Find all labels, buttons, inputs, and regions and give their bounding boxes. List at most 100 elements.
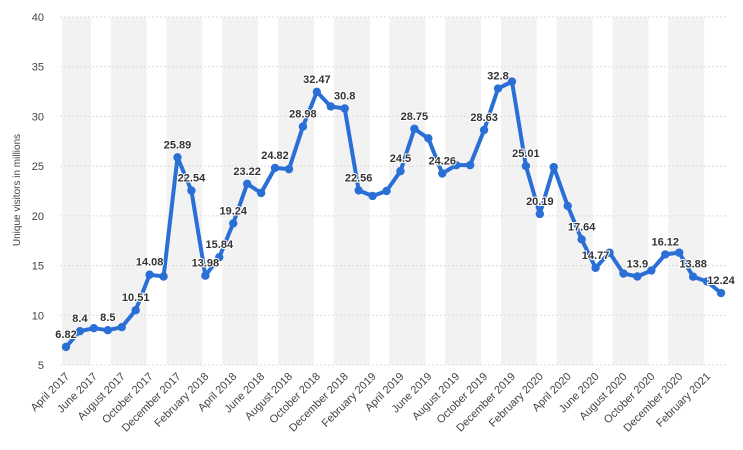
data-label: 32.8 bbox=[487, 71, 508, 83]
y-tick-label: 15 bbox=[32, 261, 44, 273]
data-point bbox=[131, 306, 140, 315]
y-tick-label: 40 bbox=[32, 12, 44, 24]
data-point bbox=[354, 186, 363, 195]
data-point bbox=[521, 161, 531, 171]
data-label: 8.5 bbox=[100, 312, 115, 324]
data-point bbox=[452, 160, 461, 170]
data-point bbox=[465, 160, 475, 170]
data-point bbox=[396, 166, 405, 176]
y-axis-label: Unique visitors in millions bbox=[12, 134, 23, 246]
data-label: 32.47 bbox=[303, 74, 331, 86]
data-point bbox=[117, 323, 126, 332]
data-point bbox=[563, 201, 572, 211]
data-point bbox=[187, 186, 196, 195]
data-point bbox=[173, 153, 182, 162]
data-label: 28.63 bbox=[470, 112, 498, 124]
data-label: 24.82 bbox=[261, 150, 289, 162]
background-band bbox=[445, 17, 482, 365]
background-band bbox=[389, 17, 426, 365]
data-label: 12.24 bbox=[707, 275, 735, 287]
data-label: 20.19 bbox=[526, 196, 554, 208]
y-tick-label: 5 bbox=[38, 360, 44, 372]
data-label: 30.8 bbox=[334, 90, 355, 102]
data-point bbox=[312, 87, 322, 97]
data-label: 24.5 bbox=[390, 153, 411, 165]
data-point bbox=[215, 253, 224, 262]
y-tick-label: 35 bbox=[32, 62, 44, 74]
data-point bbox=[382, 186, 391, 196]
background-band bbox=[110, 17, 147, 365]
data-point bbox=[270, 163, 280, 173]
data-label: 13.9 bbox=[627, 259, 648, 271]
data-labels: 6.82 8.4 8.5 10.51 14.08 25.89 22.54 13.98 15.84… bbox=[54, 70, 736, 342]
background-band bbox=[222, 17, 259, 365]
data-label: 14.08 bbox=[136, 257, 164, 269]
data-point bbox=[256, 188, 266, 198]
data-point bbox=[647, 266, 656, 275]
background-band bbox=[278, 17, 314, 365]
data-point bbox=[201, 271, 210, 280]
data-point bbox=[159, 272, 168, 281]
y-tick-label: 10 bbox=[32, 310, 44, 322]
data-label: 25.01 bbox=[512, 148, 540, 160]
data-point bbox=[661, 250, 670, 259]
data-label: 19.24 bbox=[219, 205, 247, 217]
data-point bbox=[549, 162, 558, 172]
data-label: 25.89 bbox=[164, 139, 192, 151]
data-label: 15.84 bbox=[206, 239, 234, 251]
data-label: 28.98 bbox=[289, 109, 317, 121]
data-point bbox=[410, 124, 419, 134]
data-label: 23.22 bbox=[233, 166, 261, 178]
data-point bbox=[605, 248, 614, 257]
y-axis-ticks: 5 10 15 20 25 30 35 40 bbox=[32, 12, 44, 372]
data-point bbox=[284, 164, 294, 174]
data-point bbox=[424, 134, 433, 143]
background-band bbox=[612, 17, 649, 365]
data-label: 28.75 bbox=[401, 111, 429, 123]
data-point bbox=[242, 179, 252, 189]
data-point bbox=[103, 326, 113, 335]
y-tick-label: 30 bbox=[32, 111, 44, 123]
data-point bbox=[61, 342, 71, 352]
y-tick-label: 20 bbox=[32, 211, 44, 223]
data-points bbox=[61, 77, 726, 352]
data-point bbox=[674, 248, 684, 257]
data-point bbox=[326, 102, 335, 111]
data-point bbox=[591, 263, 600, 273]
data-point bbox=[298, 122, 308, 131]
data-label: 24.26 bbox=[429, 156, 457, 168]
background-band bbox=[500, 17, 537, 365]
data-point bbox=[633, 272, 642, 281]
data-label: 16.12 bbox=[651, 236, 679, 248]
data-label: 17.64 bbox=[568, 221, 596, 233]
data-point bbox=[702, 277, 712, 286]
data-point bbox=[75, 326, 85, 336]
data-point bbox=[493, 84, 503, 93]
data-point bbox=[438, 169, 447, 178]
data-point bbox=[688, 272, 698, 281]
data-label: 10.51 bbox=[122, 292, 150, 304]
data-label: 14.77 bbox=[582, 250, 610, 262]
data-point bbox=[229, 219, 238, 228]
data-point bbox=[535, 209, 545, 219]
data-point bbox=[507, 77, 517, 86]
data-point bbox=[145, 270, 154, 279]
background-band bbox=[62, 17, 91, 365]
data-label: 8.4 bbox=[72, 313, 88, 325]
y-tick-label: 25 bbox=[32, 161, 44, 173]
data-label: 13.88 bbox=[679, 259, 707, 271]
data-point bbox=[340, 104, 349, 113]
data-label: 6.82 bbox=[55, 329, 76, 341]
data-label: 13.98 bbox=[192, 258, 220, 270]
gridlines bbox=[60, 16, 727, 366]
data-label: 22.54 bbox=[178, 173, 206, 185]
background-band bbox=[668, 17, 705, 365]
data-point bbox=[619, 269, 628, 278]
data-point bbox=[577, 235, 586, 244]
data-point bbox=[368, 191, 377, 201]
data-label: 22.56 bbox=[345, 172, 373, 184]
data-point bbox=[89, 324, 99, 333]
data-point bbox=[479, 125, 489, 135]
